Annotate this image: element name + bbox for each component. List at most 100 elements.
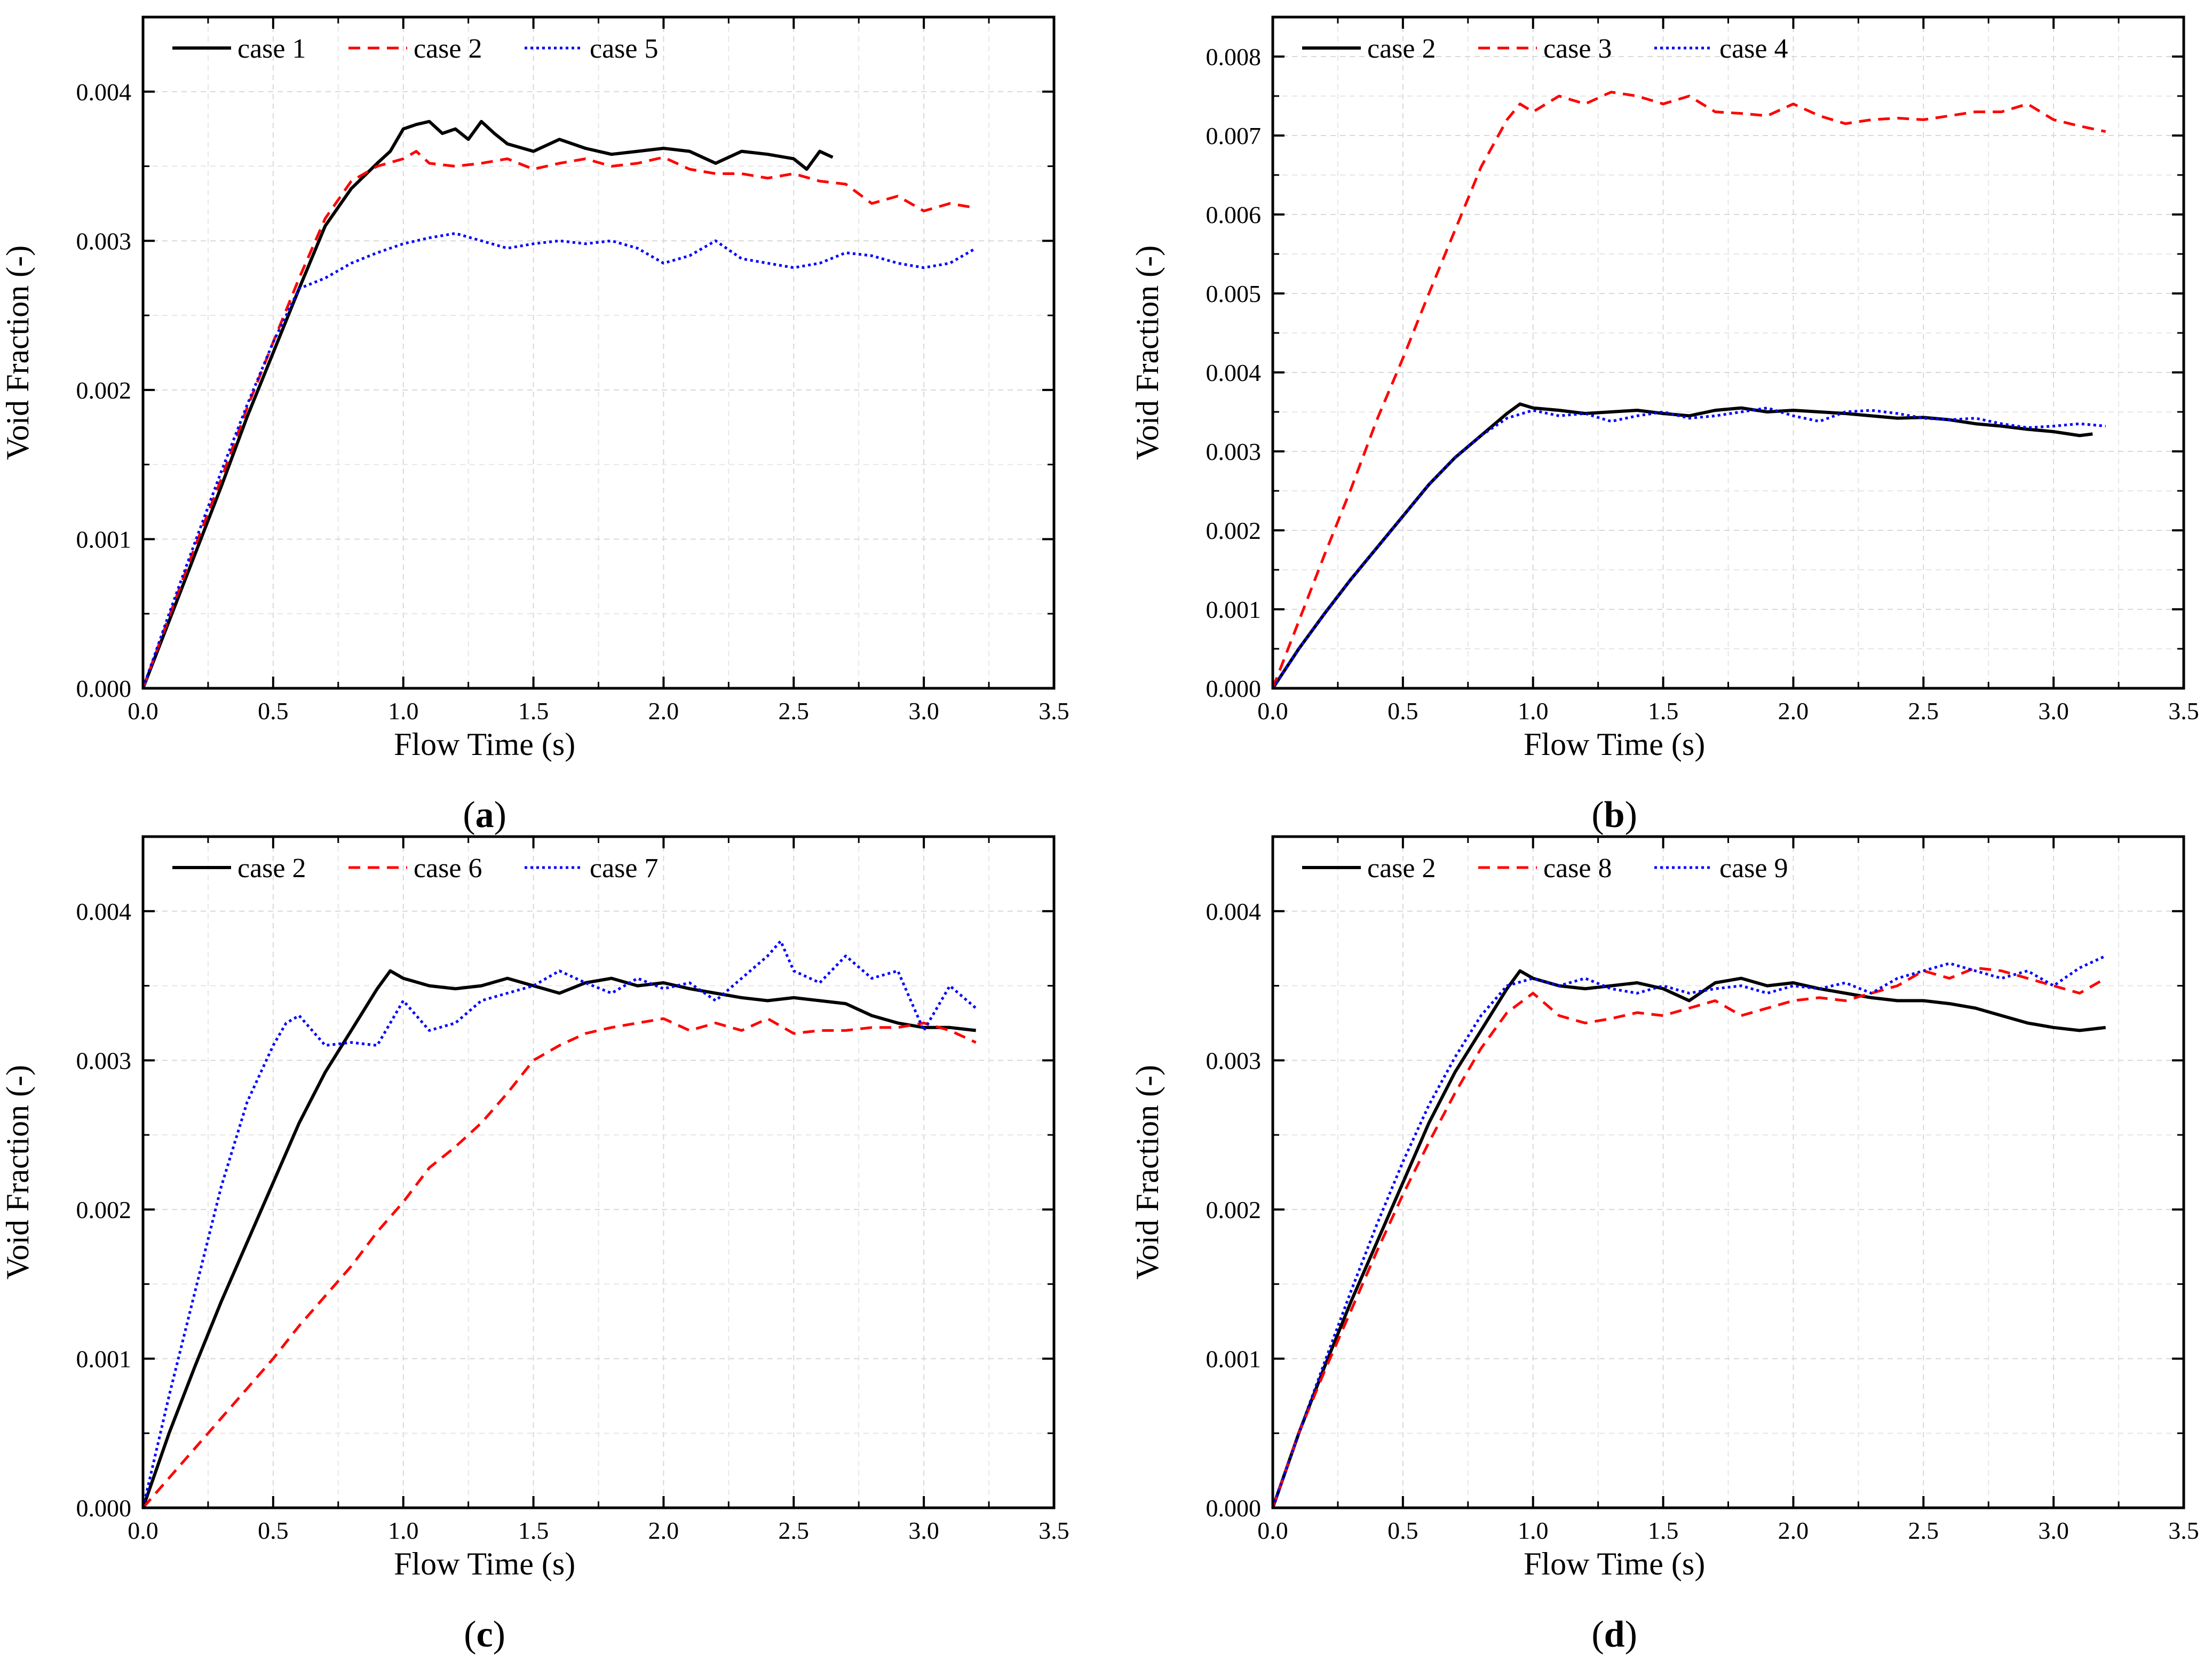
legend-label: case 6 <box>414 853 482 884</box>
y-tick-label: 0.007 <box>1206 122 1262 149</box>
x-tick-label: 2.5 <box>1908 697 1939 725</box>
x-tick-label: 1.0 <box>1518 697 1549 725</box>
y-tick-label: 0.001 <box>1206 596 1262 623</box>
x-tick-label: 2.0 <box>648 697 679 725</box>
x-tick-label: 1.5 <box>518 697 549 725</box>
x-tick-label: 1.5 <box>518 1517 549 1544</box>
series-line-case-1 <box>141 120 834 689</box>
y-axis-title: Void Fraction (-) <box>1130 245 1165 460</box>
panel-caption: (a) <box>463 794 506 836</box>
x-tick-label: 1.5 <box>1648 697 1679 725</box>
x-tick-label: 3.0 <box>2038 697 2069 725</box>
y-tick-label: 0.001 <box>76 526 132 553</box>
legend-label: case 7 <box>590 853 658 884</box>
x-tick-label: 2.0 <box>1778 1517 1809 1544</box>
legend-label: case 2 <box>237 853 306 884</box>
series-line-case-2 <box>1271 969 2106 1508</box>
legend: case 1 case 2 case 5 <box>172 34 658 64</box>
x-tick-label: 1.0 <box>388 1517 419 1544</box>
x-tick-label: 2.5 <box>1908 1517 1939 1544</box>
series-line-case-2 <box>1271 402 2093 689</box>
panel-caption-letter: b <box>1604 794 1625 836</box>
x-tick-label: 3.0 <box>2038 1517 2069 1544</box>
y-axis-title: Void Fraction (-) <box>0 245 35 460</box>
x-axis-title: Flow Time (s) <box>394 727 575 762</box>
y-tick-label: 0.002 <box>76 1196 132 1223</box>
chart-panel-b: 0.0 0.5 1.0 1.5 2.0 2.5 3.0 3.5 0.000 0.001 0.002 0… <box>1130 15 2199 836</box>
panel-caption-letter: a <box>475 794 494 836</box>
x-tick-label: 2.5 <box>779 1517 810 1544</box>
y-tick-label: 0.003 <box>76 227 132 255</box>
y-tick-label: 0.004 <box>1206 359 1262 386</box>
y-axis-title: Void Fraction (-) <box>1130 1065 1165 1279</box>
x-tick-label: 3.5 <box>1038 1517 1069 1544</box>
panel-caption: (b) <box>1591 794 1637 836</box>
x-tick-label: 1.0 <box>1518 1517 1549 1544</box>
legend-label: case 3 <box>1543 34 1612 64</box>
y-tick-label: 0.001 <box>76 1345 132 1372</box>
legend-label: case 1 <box>237 34 306 64</box>
x-tick-label: 3.5 <box>1038 697 1069 725</box>
series-line-case-2 <box>141 150 977 689</box>
y-tick-label: 0.002 <box>1206 517 1262 544</box>
y-tick-label: 0.003 <box>1206 438 1262 465</box>
x-tick-label: 3.5 <box>2168 697 2199 725</box>
series-line-case-6 <box>142 1017 977 1509</box>
x-tick-label: 3.0 <box>908 1517 939 1544</box>
x-tick-label: 0.5 <box>258 1517 289 1544</box>
series-line-case-5 <box>141 232 977 689</box>
panel-caption: (c) <box>464 1614 505 1655</box>
y-tick-label: 0.000 <box>76 1494 132 1522</box>
y-tick-label: 0.000 <box>1206 675 1262 702</box>
x-tick-label: 0.0 <box>1257 1517 1288 1544</box>
x-tick-label: 0.5 <box>1388 697 1418 725</box>
legend-label: case 4 <box>1719 34 1788 64</box>
x-tick-label: 3.0 <box>908 697 939 725</box>
legend-label: case 2 <box>414 34 482 64</box>
series-line-case-2 <box>141 969 977 1508</box>
legend-label: case 2 <box>1367 34 1436 64</box>
x-tick-label: 2.0 <box>648 1517 679 1544</box>
y-tick-label: 0.008 <box>1206 43 1262 70</box>
y-tick-label: 0.002 <box>76 377 132 404</box>
x-tick-label: 0.5 <box>258 697 289 725</box>
x-tick-label: 3.5 <box>2168 1517 2199 1544</box>
y-tick-label: 0.003 <box>76 1047 132 1074</box>
series-line-case-7 <box>141 940 977 1508</box>
y-tick-label: 0.001 <box>1206 1345 1262 1372</box>
legend-label: case 2 <box>1367 853 1436 884</box>
y-tick-label: 0.005 <box>1206 280 1262 307</box>
legend-label: case 8 <box>1543 853 1612 884</box>
legend-label: case 9 <box>1719 853 1788 884</box>
y-tick-label: 0.004 <box>76 78 132 106</box>
x-axis-title: Flow Time (s) <box>1524 727 1705 762</box>
x-tick-label: 0.0 <box>1257 697 1288 725</box>
x-tick-label: 0.0 <box>128 1517 158 1544</box>
panel-caption-letter: c <box>477 1614 493 1655</box>
x-tick-label: 0.0 <box>128 697 158 725</box>
chart-panel-d: 0.0 0.5 1.0 1.5 2.0 2.5 3.0 3.5 0.000 0.001 0.002 0… <box>1130 835 2199 1655</box>
x-axis-title: Flow Time (s) <box>1524 1546 1705 1581</box>
y-tick-label: 0.004 <box>76 898 132 925</box>
panel-caption-letter: d <box>1604 1614 1625 1655</box>
y-tick-label: 0.002 <box>1206 1196 1262 1223</box>
series-line-case-3 <box>1271 91 2106 689</box>
x-tick-label: 2.5 <box>779 697 810 725</box>
x-tick-label: 1.0 <box>388 697 419 725</box>
y-tick-label: 0.003 <box>1206 1047 1262 1074</box>
series-line-case-9 <box>1271 955 2106 1508</box>
x-tick-label: 2.0 <box>1778 697 1809 725</box>
y-axis-title: Void Fraction (-) <box>0 1065 35 1279</box>
x-axis-title: Flow Time (s) <box>394 1546 575 1581</box>
y-tick-label: 0.006 <box>1206 201 1262 228</box>
x-tick-label: 1.5 <box>1648 1517 1679 1544</box>
chart-panel-a: 0.0 0.5 1.0 1.5 2.0 2.5 3.0 3.5 0.000 0.001 0.002 0… <box>0 15 1069 836</box>
panel-caption: (d) <box>1591 1614 1637 1655</box>
x-tick-label: 0.5 <box>1388 1517 1418 1544</box>
chart-panel-c: 0.0 0.5 1.0 1.5 2.0 2.5 3.0 3.5 0.000 0.001 0.002 0… <box>0 835 1069 1655</box>
series-line-case-4 <box>1271 407 2106 689</box>
legend: case 2 case 3 case 4 <box>1302 34 1788 64</box>
legend-label: case 5 <box>590 34 658 64</box>
series-line-case-8 <box>1271 966 2106 1508</box>
